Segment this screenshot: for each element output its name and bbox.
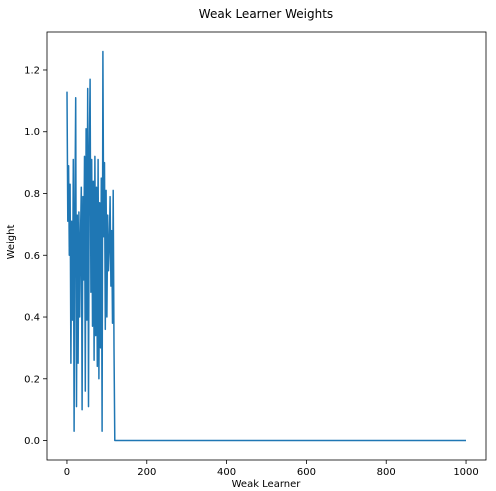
series-line-0 bbox=[67, 52, 466, 441]
y-tick-label: 0.0 bbox=[24, 436, 40, 447]
y-tick-label: 0.2 bbox=[24, 374, 40, 385]
x-axis-label: Weak Learner bbox=[232, 479, 302, 490]
y-tick-label: 0.8 bbox=[24, 189, 40, 200]
x-tick-label: 200 bbox=[137, 467, 156, 478]
y-axis-label: Weight bbox=[6, 225, 17, 260]
y-tick-label: 0.6 bbox=[24, 251, 40, 262]
x-tick-label: 600 bbox=[297, 467, 316, 478]
y-tick-label: 1.0 bbox=[24, 127, 40, 138]
x-tick-label: 1000 bbox=[453, 467, 478, 478]
plot-area bbox=[47, 32, 486, 460]
x-axis: 0 200 400 600 800 1000 bbox=[64, 460, 479, 478]
chart-title: Weak Learner Weights bbox=[199, 7, 333, 21]
y-tick-label: 1.2 bbox=[24, 65, 40, 76]
x-tick-label: 400 bbox=[217, 467, 236, 478]
y-tick-label: 0.4 bbox=[24, 313, 40, 324]
y-axis: 0.0 0.2 0.4 0.6 0.8 1.0 1.2 bbox=[24, 65, 47, 447]
x-tick-label: 0 bbox=[64, 467, 70, 478]
x-tick-label: 800 bbox=[377, 467, 396, 478]
